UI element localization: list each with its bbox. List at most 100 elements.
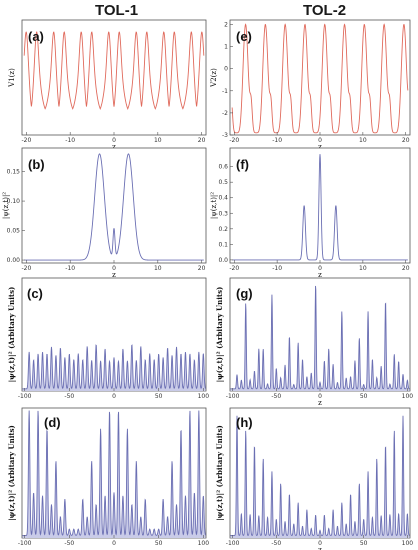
x-tick-label: -100 <box>226 393 240 400</box>
y-axis-label: |ψ(z,t)|² (Arbitary Units) <box>7 425 16 521</box>
x-tick-label: 20 <box>198 137 206 144</box>
y-tick-label: 0.1 <box>218 241 228 248</box>
x-tick-label: 50 <box>155 540 163 547</box>
column-title-tol-1: TOL-1 <box>95 2 139 19</box>
panel-label: (b) <box>28 157 45 172</box>
x-tick-label: 100 <box>402 393 414 400</box>
x-axis-label: z <box>112 143 116 151</box>
x-tick-label: -50 <box>271 540 281 547</box>
plot-frame <box>229 407 411 539</box>
y-tick-label: 0.05 <box>7 228 21 235</box>
panel-label: (a) <box>28 29 44 44</box>
x-tick-label: 0 <box>112 265 116 272</box>
panel-label: (f) <box>236 157 249 172</box>
x-axis-label: z <box>318 546 322 550</box>
series-line <box>22 344 206 390</box>
series-line <box>232 154 408 261</box>
chart-panel-a: -20 -10 0 10 20 z V1(z) (a) <box>8 19 207 151</box>
plot-frame <box>21 19 207 136</box>
x-tick-label: 10 <box>154 137 162 144</box>
y-tick-label: 0.5 <box>218 179 228 186</box>
plot-frame <box>229 277 411 392</box>
x-tick-label: -20 <box>229 265 239 272</box>
x-tick-label: 20 <box>402 265 410 272</box>
chart-panel-f: -20 -10 0 10 20 0.0 0.1 0.2 0.3 0.4 0.5 0.6 z |ψ(z,t)… <box>210 147 411 279</box>
y-axis-label: V2(z) <box>210 68 218 88</box>
y-tick-label: 0.2 <box>218 226 228 233</box>
x-tick-label: 10 <box>359 137 367 144</box>
x-tick-label: -50 <box>64 393 74 400</box>
y-tick-label: 0.15 <box>7 169 21 176</box>
x-tick-label: 20 <box>402 137 410 144</box>
x-tick-label: 0 <box>112 393 116 400</box>
x-tick-label: 10 <box>359 265 367 272</box>
series-line <box>23 31 205 110</box>
x-tick-label: 0 <box>318 265 322 272</box>
chart-panel-d: -100 -50 0 50 100 |ψ(z,t)|² (Arbitary Units) (… <box>7 407 210 547</box>
x-tick-label: -100 <box>226 540 240 547</box>
y-tick-label: -3 <box>222 132 228 139</box>
series-line <box>230 415 410 536</box>
x-tick-label: 50 <box>155 393 163 400</box>
x-tick-label: 100 <box>198 393 210 400</box>
x-tick-label: 0 <box>112 137 116 144</box>
y-tick-label: -1 <box>222 88 228 95</box>
y-axis-label: |ψ(z,t)|² (Arbitary Units) <box>215 425 224 521</box>
y-axis-label: |ψ(z,t)|² (Arbitary Units) <box>215 287 224 383</box>
panel-label: (e) <box>236 29 252 44</box>
x-tick-label: 0 <box>318 540 322 547</box>
x-tick-label: -10 <box>65 265 75 272</box>
x-axis-label: z <box>318 399 322 407</box>
series-line <box>231 23 409 134</box>
x-tick-label: 20 <box>198 265 206 272</box>
x-tick-label: 0 <box>112 540 116 547</box>
plot-frame <box>21 147 207 264</box>
y-axis-label: V1(z) <box>8 68 16 88</box>
y-axis-label: |ψ(z,t)|² <box>210 192 218 219</box>
x-axis-label: z <box>112 271 116 279</box>
y-tick-label: 0.10 <box>7 198 21 205</box>
chart-panel-b: -20 -10 0 10 20 0.00 0.05 0.10 0.15 z |ψ(z,t)|² (b) <box>2 147 207 279</box>
x-tick-label: -10 <box>272 137 282 144</box>
y-tick-label: 0.0 <box>218 257 228 264</box>
x-axis-label: z <box>318 271 322 279</box>
x-tick-label: -20 <box>229 137 239 144</box>
series-line <box>24 153 204 261</box>
panel-label: (c) <box>27 286 43 301</box>
chart-panel-h: -100 -50 0 50 100 z |ψ(z,t)|² (Arbitary Units)… <box>215 407 414 550</box>
y-tick-label: 0.3 <box>218 210 228 217</box>
x-tick-label: -20 <box>21 137 31 144</box>
x-tick-label: -10 <box>272 265 282 272</box>
y-axis-label: |ψ(z,t)|² <box>2 192 10 219</box>
y-tick-label: 1 <box>224 44 228 51</box>
y-tick-label: 0.4 <box>218 195 228 202</box>
chart-panel-c: -100 -50 0 50 100 |ψ(z,t)|² (Arbitary Units) (… <box>7 277 210 400</box>
x-tick-label: -100 <box>18 540 32 547</box>
x-tick-label: -50 <box>271 393 281 400</box>
y-tick-label: -2 <box>222 110 228 117</box>
x-tick-label: 10 <box>154 265 162 272</box>
x-tick-label: 0 <box>318 137 322 144</box>
plot-frame <box>229 147 411 264</box>
x-tick-label: -20 <box>21 265 31 272</box>
x-tick-label: -100 <box>18 393 32 400</box>
y-tick-label: 2 <box>224 21 228 28</box>
y-tick-label: 0.00 <box>7 257 21 264</box>
panel-label: (g) <box>236 286 253 301</box>
y-axis-label: |ψ(z,t)|² (Arbitary Units) <box>7 287 16 383</box>
x-tick-label: 0 <box>318 393 322 400</box>
column-title-tol-2: TOL-2 <box>303 2 347 19</box>
panel-label: (d) <box>44 415 61 430</box>
x-tick-label: 100 <box>198 540 210 547</box>
x-axis-label: z <box>318 143 322 151</box>
chart-panel-g: -100 -50 0 50 100 z |ψ(z,t)|² (Arbitary Units)… <box>215 277 414 407</box>
x-tick-label: -50 <box>64 540 74 547</box>
y-tick-label: 0.6 <box>218 164 228 171</box>
x-tick-label: 100 <box>402 540 414 547</box>
panel-label: (h) <box>236 415 253 430</box>
series-fill <box>22 410 206 538</box>
x-tick-label: -10 <box>65 137 75 144</box>
